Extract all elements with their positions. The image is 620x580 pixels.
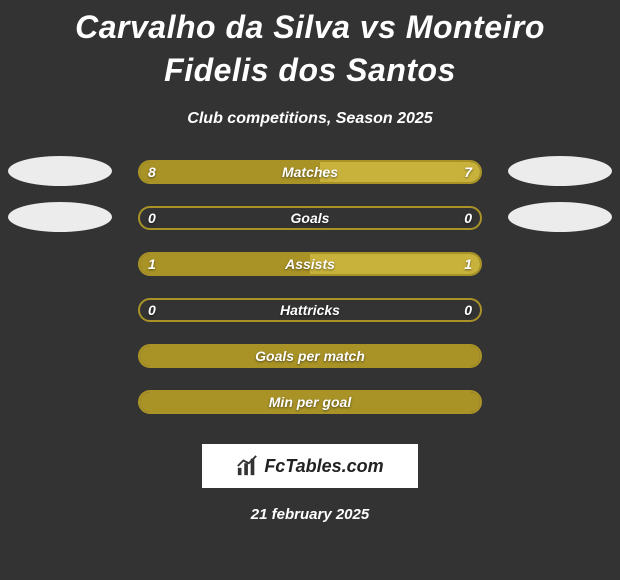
- stat-row: Goals per match: [0, 344, 620, 390]
- stat-bar-fill-left: [140, 162, 320, 182]
- stat-bar-fill-right: [320, 162, 480, 182]
- stat-bar-fill-right: [310, 254, 480, 274]
- footer-logo: FcTables.com: [202, 444, 418, 488]
- comparison-title: Carvalho da Silva vs Monteiro Fidelis do…: [0, 0, 620, 92]
- stat-row: Min per goal: [0, 390, 620, 436]
- stat-row: Assists11: [0, 252, 620, 298]
- team-badge-right: [508, 202, 612, 232]
- chart-icon: [236, 455, 258, 477]
- team-badge-left: [8, 156, 112, 186]
- logo-text: FcTables.com: [264, 456, 383, 477]
- stat-bar-fill-left: [140, 346, 480, 366]
- stat-bar-track: [138, 252, 482, 276]
- comparison-date: 21 february 2025: [0, 506, 620, 523]
- team-badge-right: [508, 156, 612, 186]
- stat-bar-track: [138, 206, 482, 230]
- stat-bar-track: [138, 160, 482, 184]
- stat-row: Matches87: [0, 160, 620, 206]
- comparison-subtitle: Club competitions, Season 2025: [0, 110, 620, 128]
- team-badge-left: [8, 202, 112, 232]
- stat-bar-track: [138, 298, 482, 322]
- stat-bar-fill-left: [140, 254, 310, 274]
- stat-rows: Matches87Goals00Assists11Hattricks00Goal…: [0, 160, 620, 436]
- stat-bar-track: [138, 344, 482, 368]
- stat-row: Hattricks00: [0, 298, 620, 344]
- stat-row: Goals00: [0, 206, 620, 252]
- stat-bar-track: [138, 390, 482, 414]
- stat-bar-fill-left: [140, 392, 480, 412]
